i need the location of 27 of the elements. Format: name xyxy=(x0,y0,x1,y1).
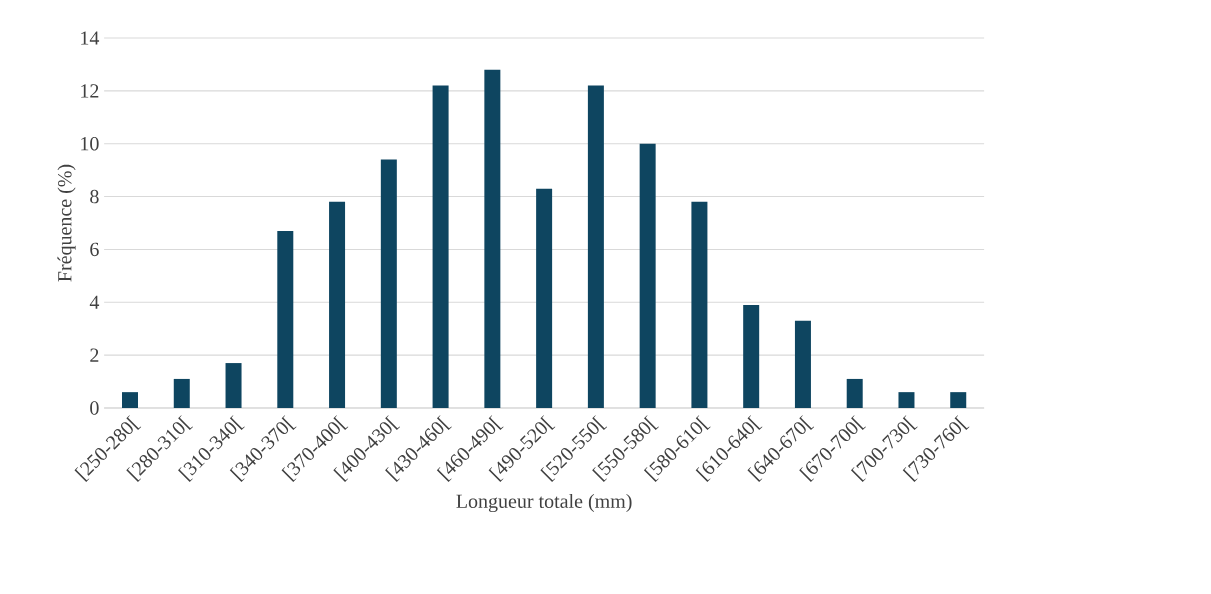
bar xyxy=(794,320,811,408)
bar xyxy=(536,188,553,408)
y-tick-label: 2 xyxy=(90,348,99,362)
bar xyxy=(277,230,294,408)
bar xyxy=(225,363,242,408)
bar xyxy=(380,159,397,408)
bar xyxy=(122,392,138,408)
bar xyxy=(173,378,190,408)
bar xyxy=(432,85,449,408)
y-tick-label: 14 xyxy=(81,31,100,45)
y-tick-label: 10 xyxy=(81,136,99,151)
bar xyxy=(639,143,656,408)
y-tick-label: 12 xyxy=(81,84,99,98)
bar xyxy=(898,392,915,408)
bar xyxy=(743,304,760,408)
y-tick-label: 6 xyxy=(90,242,99,257)
bar xyxy=(950,392,967,408)
x-axis-title: Longueur totale (mm) xyxy=(456,493,632,513)
y-tick-label: 0 xyxy=(90,401,99,415)
bar xyxy=(587,85,604,408)
y-tick-label: 8 xyxy=(90,189,99,204)
bar xyxy=(329,201,346,408)
bar xyxy=(484,69,501,408)
y-axis-title: Fréquence (%) xyxy=(57,164,76,282)
y-tick-label: 4 xyxy=(89,295,100,309)
bar xyxy=(846,378,863,408)
bar xyxy=(691,201,708,408)
